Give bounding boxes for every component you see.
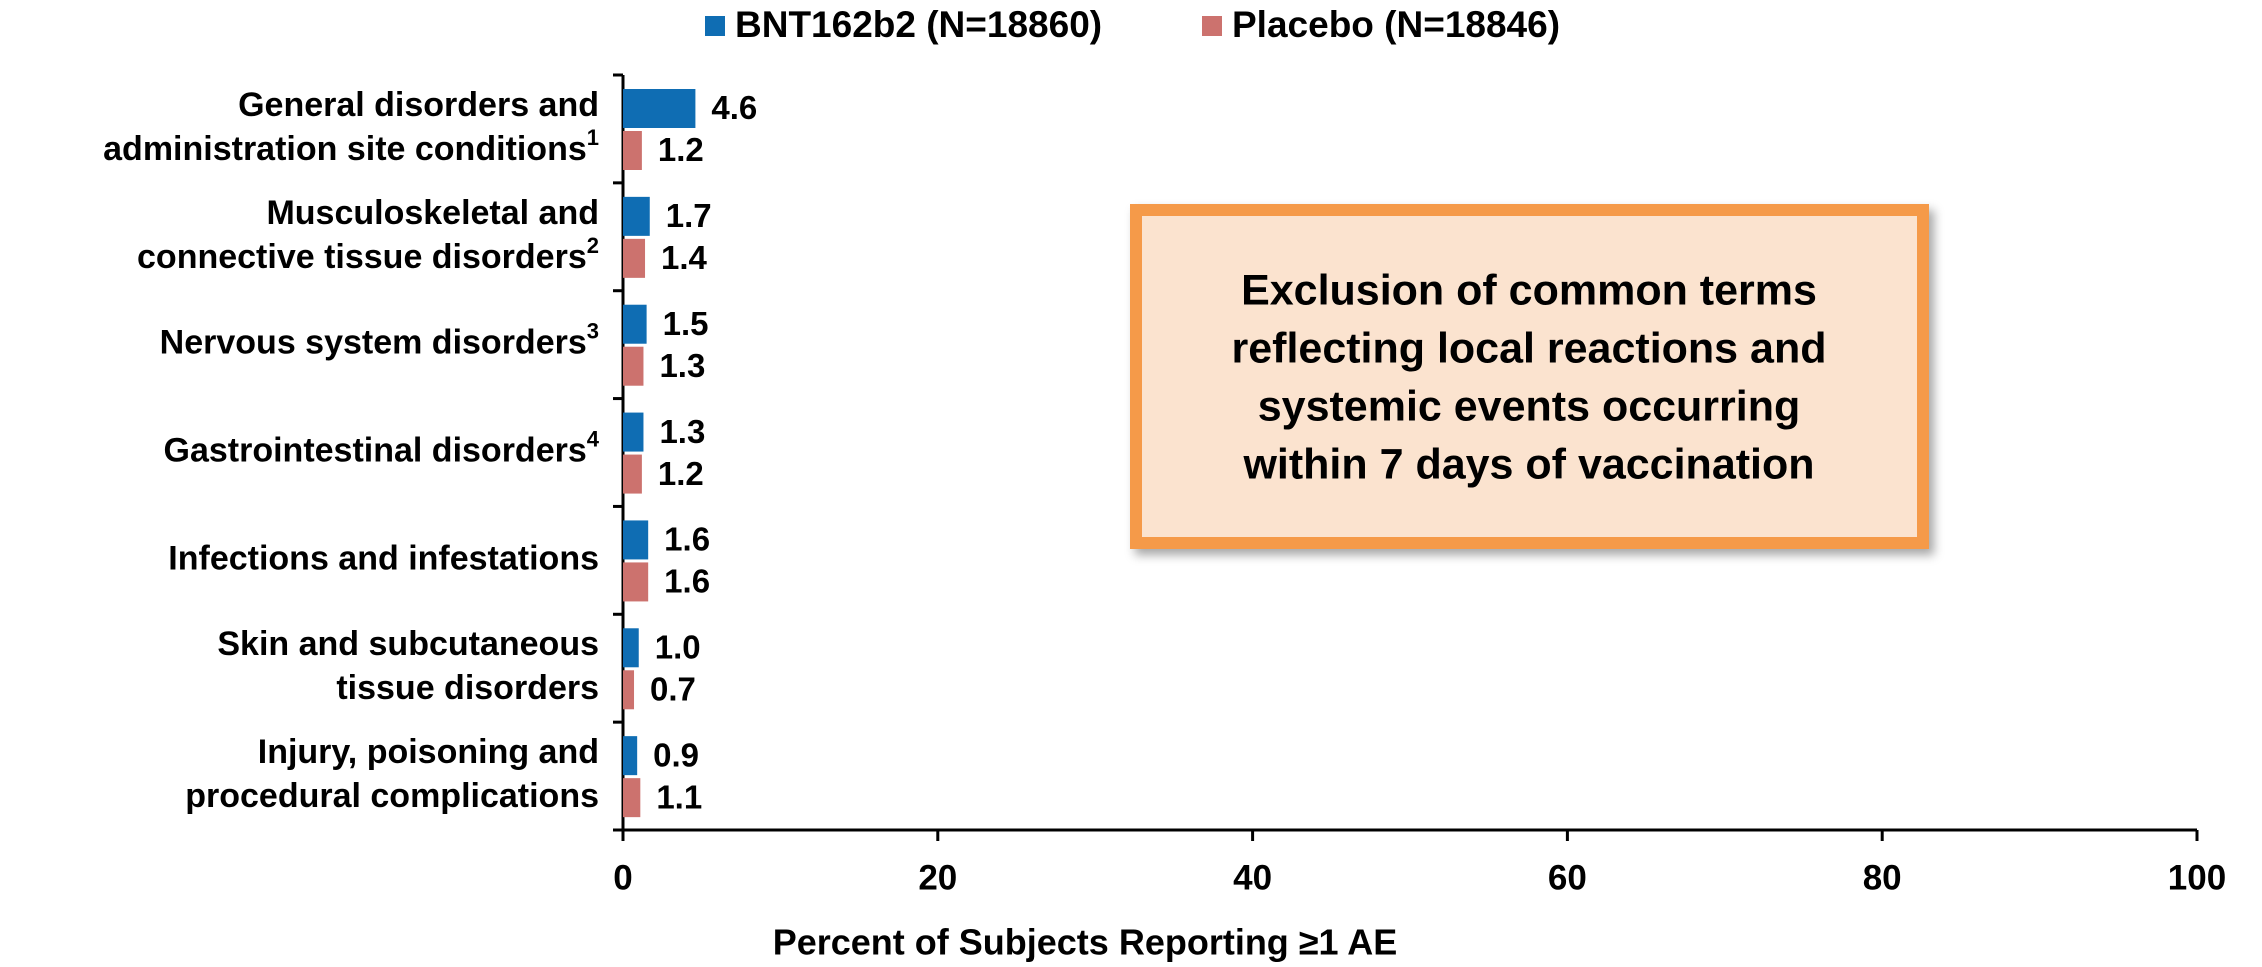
legend-label: BNT162b2 (N=18860) xyxy=(735,4,1102,45)
footnote-marker: 1 xyxy=(587,125,599,150)
category-label-line: Gastrointestinal disorders xyxy=(164,431,587,469)
category-label-line: tissue disorders xyxy=(336,669,599,707)
category-label: Gastrointestinal disorders4 xyxy=(164,426,600,469)
annotation-text: reflecting local reactions and xyxy=(1231,324,1826,372)
bar xyxy=(623,736,638,776)
value-label: 1.0 xyxy=(655,629,701,666)
value-label: 1.2 xyxy=(658,455,704,492)
x-tick-label: 20 xyxy=(918,858,957,897)
value-label: 1.3 xyxy=(659,413,705,450)
category-label: Musculoskeletal and xyxy=(266,194,599,232)
category-label: Skin and subcutaneous xyxy=(217,625,599,663)
bar xyxy=(623,196,650,236)
x-tick-label: 100 xyxy=(2168,858,2226,897)
category-label: Nervous system disorders3 xyxy=(160,318,599,361)
category-label-line: administration site conditions xyxy=(103,130,587,168)
value-label: 1.1 xyxy=(656,778,702,815)
bar xyxy=(623,670,635,710)
value-label: 1.4 xyxy=(661,239,708,276)
x-tick-label: 80 xyxy=(1863,858,1902,897)
value-label: 1.5 xyxy=(663,305,709,342)
bar xyxy=(623,304,647,344)
annotation-box xyxy=(1130,204,1929,549)
legend-swatch xyxy=(1202,16,1222,36)
bar xyxy=(623,778,641,818)
annotation-text: systemic events occurring xyxy=(1258,382,1801,430)
x-axis-label: Percent of Subjects Reporting ≥1 AE xyxy=(773,922,1398,963)
bar xyxy=(623,628,639,668)
category-label: administration site conditions1 xyxy=(103,125,599,168)
category-label: General disorders and xyxy=(238,86,599,124)
value-label: 0.9 xyxy=(653,736,699,773)
legend-swatch xyxy=(705,16,725,36)
footnote-marker: 2 xyxy=(587,233,599,258)
x-tick-label: 40 xyxy=(1233,858,1272,897)
annotation-text: within 7 days of vaccination xyxy=(1242,440,1814,488)
category-label-line: General disorders and xyxy=(238,86,599,124)
category-label-line: Infections and infestations xyxy=(168,539,599,577)
value-label: 0.7 xyxy=(650,671,696,708)
legend-label: Placebo (N=18846) xyxy=(1232,4,1560,45)
footnote-marker: 4 xyxy=(587,426,600,451)
category-label-line: connective tissue disorders xyxy=(137,238,587,276)
bar xyxy=(623,562,649,602)
bar xyxy=(623,412,644,452)
bar xyxy=(623,131,642,170)
bar xyxy=(623,89,696,128)
bar xyxy=(623,346,644,386)
bar xyxy=(623,454,642,494)
x-tick-label: 0 xyxy=(613,858,632,897)
bar xyxy=(623,238,646,278)
category-label: procedural complications xyxy=(185,777,599,815)
category-label-line: Musculoskeletal and xyxy=(266,194,599,232)
category-label: connective tissue disorders2 xyxy=(137,233,599,276)
footnote-marker: 3 xyxy=(587,318,599,343)
annotation-text: Exclusion of common terms xyxy=(1241,266,1817,314)
value-label: 1.7 xyxy=(666,197,712,234)
category-label: Injury, poisoning and xyxy=(258,733,599,771)
category-label: Infections and infestations xyxy=(168,539,599,577)
value-label: 1.3 xyxy=(659,347,705,384)
bar xyxy=(623,520,649,560)
value-label: 1.6 xyxy=(664,563,710,600)
category-label-line: Skin and subcutaneous xyxy=(217,625,599,663)
value-label: 1.6 xyxy=(664,521,710,558)
category-label-line: Injury, poisoning and xyxy=(258,733,599,771)
category-label: tissue disorders xyxy=(336,669,599,707)
category-label-line: Nervous system disorders xyxy=(160,324,587,362)
category-label-line: procedural complications xyxy=(185,777,599,815)
x-tick-label: 60 xyxy=(1548,858,1587,897)
value-label: 4.6 xyxy=(711,89,757,126)
value-label: 1.2 xyxy=(658,131,704,168)
